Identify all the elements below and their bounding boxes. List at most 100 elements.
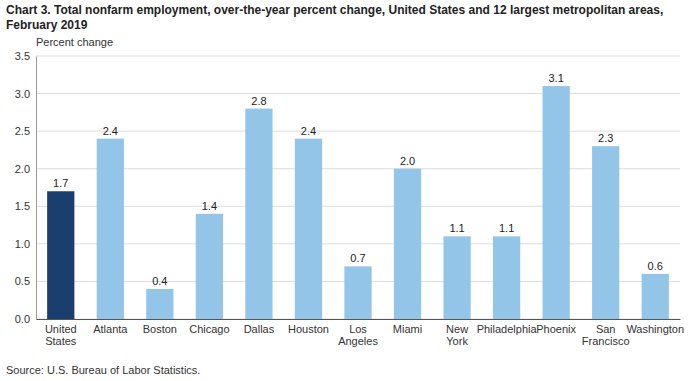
grid-line (36, 168, 680, 169)
bar (97, 139, 124, 319)
x-tick-label-line: San (596, 323, 616, 335)
bar (443, 236, 470, 319)
y-tick: 1.5 (15, 200, 30, 212)
y-tick-label: 1.0 (15, 238, 30, 250)
x-tick: Dallas (244, 323, 275, 335)
x-tick-label-line: Atlanta (93, 323, 128, 335)
x-tick-label: Boston (143, 323, 177, 335)
grid-line (36, 131, 680, 132)
grid-line (36, 56, 680, 57)
y-tick-label: 1.5 (15, 200, 30, 212)
bar (344, 266, 371, 319)
data-label: 1.1 (449, 222, 464, 234)
x-tick-label: SanFrancisco (582, 323, 630, 348)
bar (642, 274, 669, 319)
y-tick-label: 3.5 (15, 50, 30, 62)
y-tick-label: 2.5 (15, 125, 30, 137)
x-tick: NewYork (446, 323, 468, 348)
x-tick-label: Phoenix (536, 323, 576, 335)
data-label: 0.4 (152, 275, 167, 287)
x-tick: Washington (626, 323, 684, 335)
grid-line (36, 243, 680, 244)
data-label: 2.3 (598, 132, 613, 144)
data-label: 2.0 (400, 155, 415, 167)
y-tick: 2.5 (15, 125, 30, 137)
data-label: 0.6 (648, 260, 663, 272)
subtitle: February 2019 (6, 18, 88, 32)
x-tick-label: Miami (393, 323, 422, 335)
data-label: 3.1 (549, 72, 564, 84)
data-labels: 1.7 2.4 0.4 1.4 2.8 2.4 0.7 2.0 1.1 1.1 3.1 2.3 0.6 (53, 72, 663, 287)
grid (36, 56, 680, 319)
x-tick-label: Chicago (189, 323, 229, 335)
x-tick-label-line: York (446, 335, 468, 347)
x-tick-label-line: States (45, 335, 77, 347)
bar (146, 289, 173, 319)
data-label: 1.7 (53, 177, 68, 189)
x-tick-label-line: Los (349, 323, 367, 335)
bar (493, 236, 520, 319)
x-tick-label-line: Houston (288, 323, 329, 335)
source: Source: U.S. Bureau of Labor Statistics. (6, 364, 200, 376)
y-axis-label: Percent change (36, 36, 113, 48)
x-tick-label: Houston (288, 323, 329, 335)
y-tick-label: 0.5 (15, 275, 30, 287)
data-label: 2.8 (251, 95, 266, 107)
bar (47, 191, 74, 319)
y-tick-label: 2.0 (15, 163, 30, 175)
bar (295, 139, 322, 319)
y-tick: 0.5 (15, 275, 30, 287)
x-tick: Boston (143, 323, 177, 335)
y-tick: 3.0 (15, 88, 30, 100)
x-tick-label: UnitedStates (45, 323, 77, 348)
x-axis-line (37, 319, 681, 320)
bar (196, 214, 223, 319)
x-tick-label-line: Angeles (338, 335, 378, 347)
data-label: 1.4 (202, 200, 217, 212)
y-axis: 0.0 0.5 1.0 1.5 2.0 2.5 3.0 3.5 (15, 50, 37, 325)
x-tick: Atlanta (93, 323, 128, 335)
data-label: 2.4 (103, 125, 118, 137)
x-tick-label-line: Miami (393, 323, 422, 335)
plot: Percent change 0.0 0.5 1.0 1.5 2.0 2.5 3.0 3.5 Un… (15, 36, 684, 347)
y-tick: 0.0 (15, 313, 30, 325)
x-tick: Phoenix (536, 323, 576, 335)
chart: Chart 3. Total nonfarm employment, over-… (0, 0, 690, 381)
x-tick-label-line: Francisco (582, 335, 630, 347)
y-axis-line (36, 57, 37, 320)
x-tick-label: Philadelphia (477, 323, 538, 335)
x-tick: Philadelphia (477, 323, 538, 335)
x-tick-label-line: Philadelphia (477, 323, 538, 335)
bar (592, 146, 619, 319)
x-tick: Chicago (189, 323, 229, 335)
title: Chart 3. Total nonfarm employment, over-… (6, 3, 663, 17)
data-label: 0.7 (350, 252, 365, 264)
grid-line (36, 206, 680, 207)
x-tick-label-line: Chicago (189, 323, 229, 335)
bar (543, 86, 570, 319)
grid-line (36, 93, 680, 94)
data-label: 1.1 (499, 222, 514, 234)
bars (47, 86, 669, 319)
x-tick-label: NewYork (446, 323, 468, 348)
x-tick-label-line: United (45, 323, 77, 335)
bar (245, 109, 272, 319)
x-tick: UnitedStates (45, 323, 77, 348)
x-tick-label: Atlanta (93, 323, 128, 335)
x-axis: UnitedStates Atlanta Boston Chicago Dallas Ho… (37, 320, 685, 348)
x-tick: LosAngeles (338, 323, 378, 348)
y-tick-label: 3.0 (15, 88, 30, 100)
x-tick-label-line: Washington (626, 323, 684, 335)
data-label: 2.4 (301, 125, 316, 137)
x-tick-label-line: New (446, 323, 468, 335)
x-tick-label-line: Boston (143, 323, 177, 335)
x-tick-label: Dallas (244, 323, 275, 335)
y-tick: 1.0 (15, 238, 30, 250)
y-tick-label: 0.0 (15, 313, 30, 325)
bar (394, 169, 421, 319)
x-tick-label-line: Phoenix (536, 323, 576, 335)
y-tick: 2.0 (15, 163, 30, 175)
x-tick: Houston (288, 323, 329, 335)
x-tick: SanFrancisco (582, 323, 630, 348)
x-tick-label: LosAngeles (338, 323, 378, 348)
